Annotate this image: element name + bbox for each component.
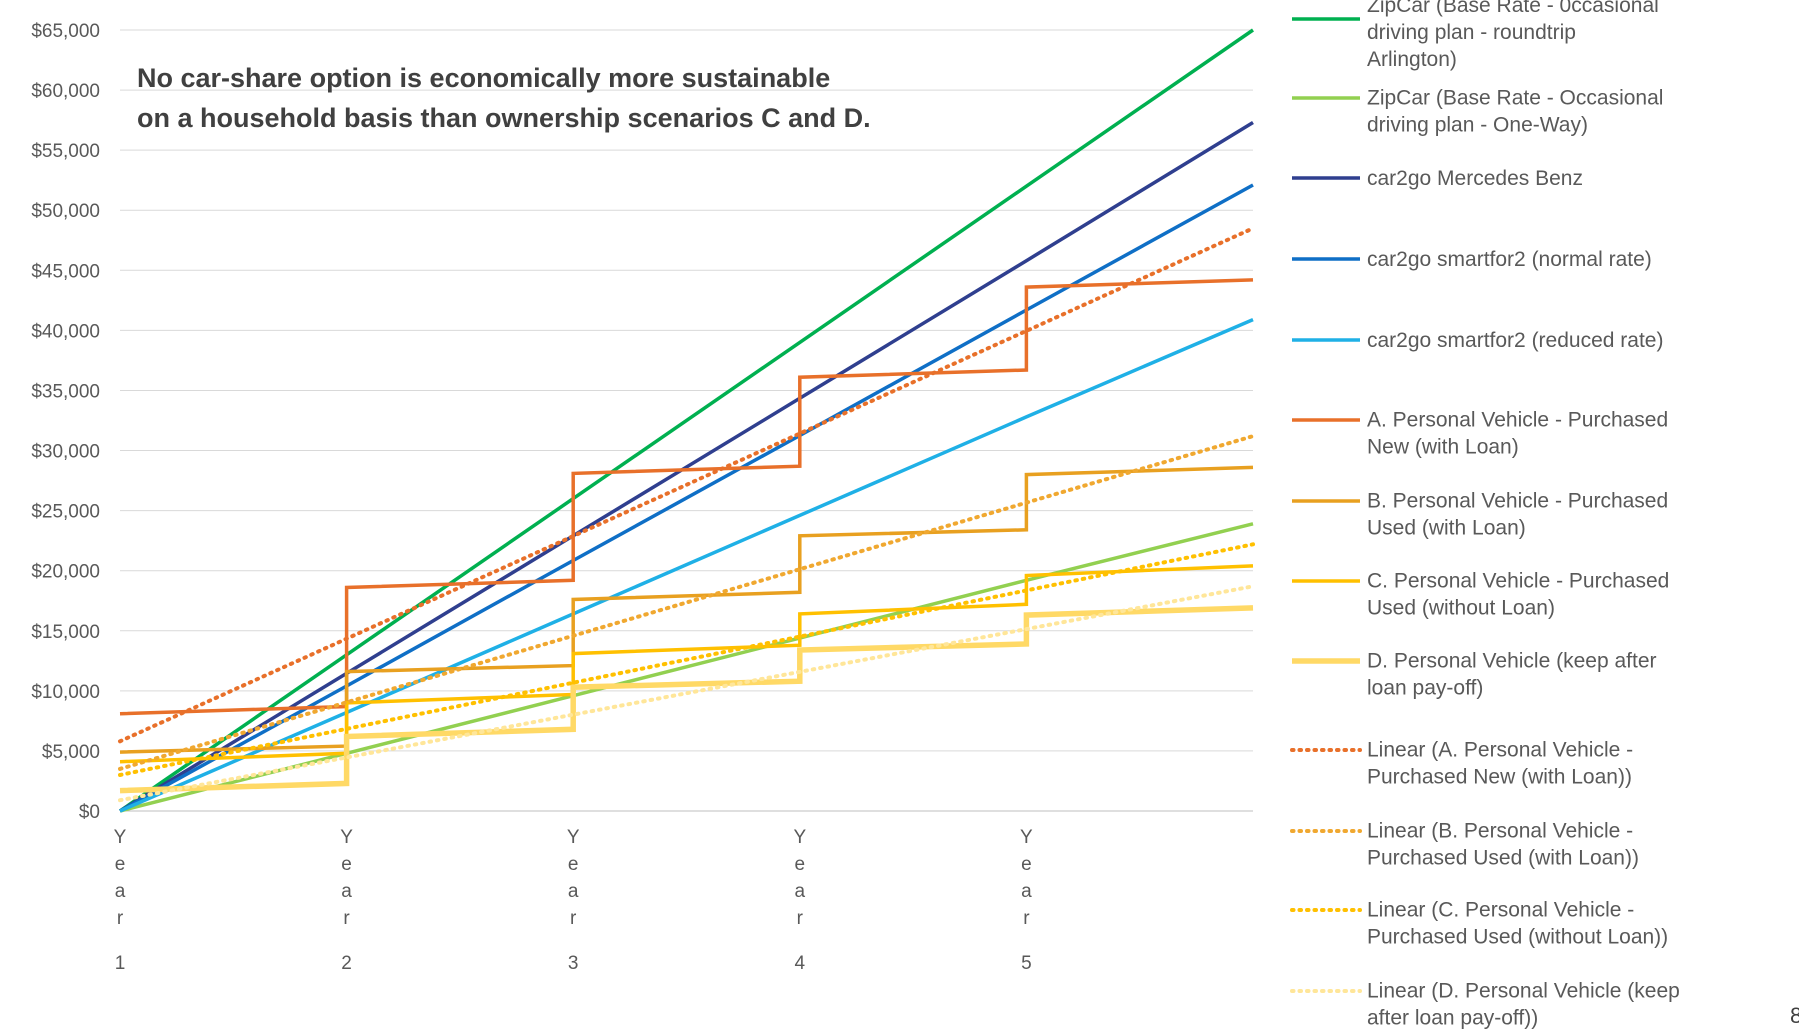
legend-label: ZipCar (Base Rate - 0ccasional driving pl… xyxy=(1367,0,1659,71)
legend-label: A. Personal Vehicle - Purchased New (with… xyxy=(1367,409,1668,459)
series-line-12 xyxy=(118,542,1255,777)
y-tick-label: $35,000 xyxy=(31,381,100,402)
legend: ZipCar (Base Rate - 0ccasional driving pl… xyxy=(1290,0,1680,1029)
gridlines xyxy=(120,29,1253,812)
y-tick-label: $55,000 xyxy=(31,141,100,162)
series-line-3 xyxy=(119,121,1254,813)
y-tick-label: $25,000 xyxy=(31,502,100,523)
y-tick-label: $10,000 xyxy=(31,682,100,703)
legend-label: car2go Mercedes Benz xyxy=(1367,167,1583,190)
legend-label: C. Personal Vehicle - Purchased Used (wit… xyxy=(1367,570,1669,620)
y-tick-label: $60,000 xyxy=(31,81,100,102)
y-tick-label: $50,000 xyxy=(31,201,100,222)
legend-label: Linear (A. Personal Vehicle -Purchased N… xyxy=(1367,739,1633,789)
legend-label: car2go smartfor2 (normal rate) xyxy=(1367,248,1652,271)
legend-label: Linear (C. Personal Vehicle -Purchased U… xyxy=(1367,899,1668,949)
y-tick-label: $30,000 xyxy=(31,442,100,463)
series-line-6 xyxy=(119,278,1254,716)
legend-label: B. Personal Vehicle - Purchased Used (wit… xyxy=(1367,490,1668,540)
y-tick-label: $5,000 xyxy=(42,742,100,763)
annotation-line-2: on a household basis than ownership scen… xyxy=(137,103,871,133)
legend-label: ZipCar (Base Rate - Occasional driving pl… xyxy=(1367,87,1663,137)
series-line-11 xyxy=(118,434,1255,771)
y-tick-label: $40,000 xyxy=(31,321,100,342)
legend-label: Linear (B. Personal Vehicle -Purchased U… xyxy=(1367,820,1639,870)
legend-label: car2go smartfor2 (reduced rate) xyxy=(1367,329,1663,352)
y-tick-label: $0 xyxy=(79,802,100,823)
y-tick-label: $20,000 xyxy=(31,562,100,583)
series-line-9 xyxy=(119,605,1254,794)
y-tick-label: $45,000 xyxy=(31,261,100,282)
series-line-2 xyxy=(119,522,1254,813)
y-axis: $0 $5,000 $10,000 $15,000 $20,000 $25,000 $30,… xyxy=(31,21,100,823)
series-line-5 xyxy=(119,317,1254,813)
series-lines xyxy=(118,28,1255,813)
series-line-1 xyxy=(119,28,1254,813)
legend-label: Linear (D. Personal Vehicle (keep after l… xyxy=(1367,980,1680,1029)
annotation-line-1: No car-share option is economically more… xyxy=(137,63,830,93)
series-line-13 xyxy=(118,584,1255,803)
legend-label: D. Personal Vehicle (keep after loan pay-… xyxy=(1367,650,1657,700)
series-line-4 xyxy=(119,183,1254,813)
y-tick-label: $65,000 xyxy=(31,21,100,42)
series-line-10 xyxy=(118,226,1255,744)
y-tick-label: $15,000 xyxy=(31,622,100,643)
page-number: 8 xyxy=(1790,1003,1799,1028)
